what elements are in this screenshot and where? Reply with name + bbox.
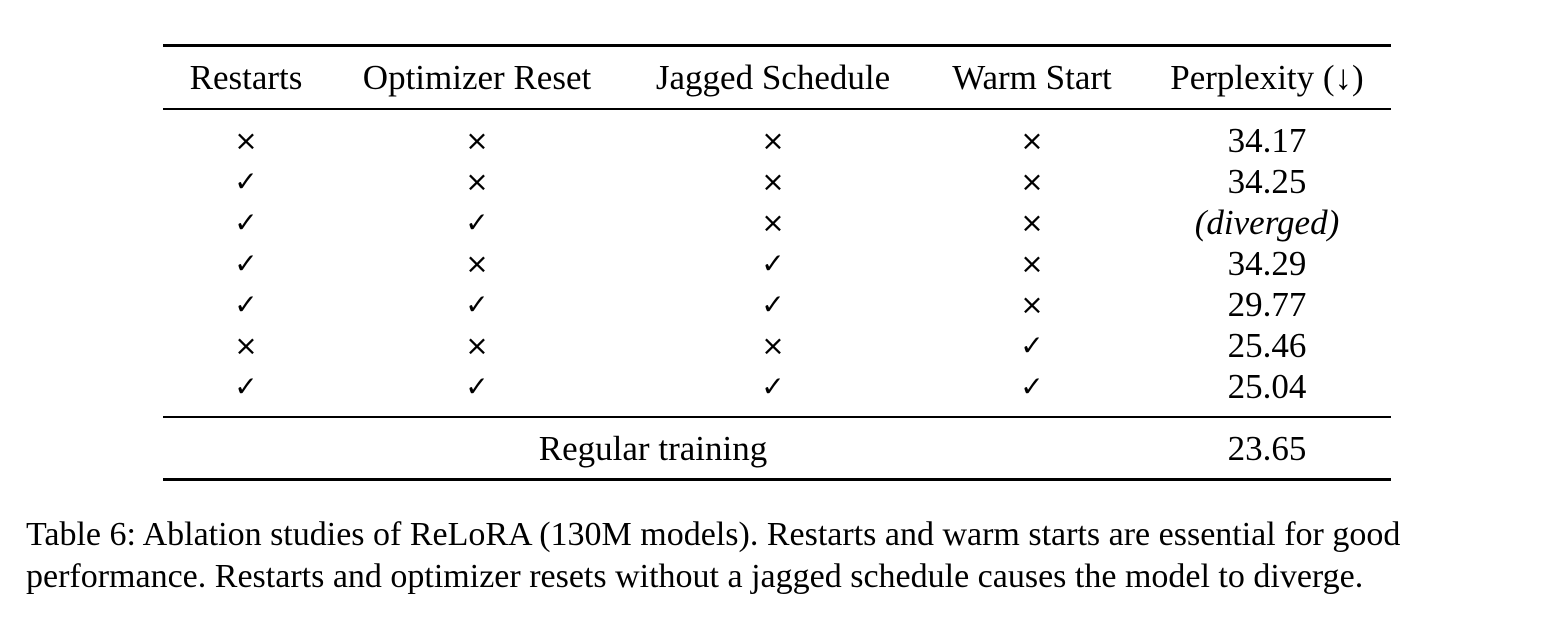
warm-start-cell: × bbox=[1020, 288, 1044, 321]
jagged-schedule-cell: ✓ bbox=[761, 288, 785, 321]
table-row: ✓ ✓ ✓ ✓ 25.04 bbox=[163, 366, 1391, 417]
regular-training-row: Regular training 23.65 bbox=[163, 417, 1391, 480]
jagged-schedule-cell: ✓ bbox=[761, 370, 785, 403]
optimizer-reset-cell: ✓ bbox=[465, 206, 489, 239]
warm-start-cell: × bbox=[1020, 124, 1044, 157]
table-row: ✓ × ✓ × 34.29 bbox=[163, 243, 1391, 284]
warm-start-cell: × bbox=[1020, 247, 1044, 280]
ablation-table: Restarts Optimizer Reset Jagged Schedule… bbox=[163, 44, 1391, 481]
header-jagged-schedule: Jagged Schedule bbox=[655, 58, 891, 97]
optimizer-reset-cell: × bbox=[465, 247, 489, 280]
header-perplexity: Perplexity (↓) bbox=[1170, 58, 1364, 97]
perplexity-cell: 25.04 bbox=[1227, 367, 1307, 406]
warm-start-cell: × bbox=[1020, 165, 1044, 198]
table-caption: Table 6: Ablation studies of ReLoRA (130… bbox=[26, 516, 1401, 595]
header-warm-start: Warm Start bbox=[952, 58, 1112, 97]
optimizer-reset-cell: × bbox=[465, 124, 489, 157]
table-row: ✓ × × × 34.25 bbox=[163, 161, 1391, 202]
jagged-schedule-cell: × bbox=[761, 124, 785, 157]
restarts-cell: ✓ bbox=[234, 206, 258, 239]
optimizer-reset-cell: × bbox=[465, 329, 489, 362]
table-row: × × × ✓ 25.46 bbox=[163, 325, 1391, 366]
optimizer-reset-cell: ✓ bbox=[465, 288, 489, 321]
perplexity-cell: 34.29 bbox=[1227, 244, 1307, 283]
jagged-schedule-cell: × bbox=[761, 329, 785, 362]
header-restarts: Restarts bbox=[189, 58, 303, 97]
jagged-schedule-cell: × bbox=[761, 206, 785, 239]
warm-start-cell: × bbox=[1020, 206, 1044, 239]
table-body: × × × × 34.17 ✓ × × × 34.25 ✓ ✓ × × (diverged) ✓ × ✓ × 34.2… bbox=[163, 109, 1391, 417]
restarts-cell: ✓ bbox=[234, 247, 258, 280]
perplexity-cell: 29.77 bbox=[1227, 285, 1307, 324]
table-header: Restarts Optimizer Reset Jagged Schedule… bbox=[163, 45, 1391, 110]
warm-start-cell: ✓ bbox=[1020, 329, 1044, 362]
jagged-schedule-cell: × bbox=[761, 165, 785, 198]
restarts-cell: × bbox=[234, 124, 258, 157]
restarts-cell: ✓ bbox=[234, 165, 258, 198]
jagged-schedule-cell: ✓ bbox=[761, 247, 785, 280]
regular-training-perplexity: 23.65 bbox=[1227, 428, 1307, 468]
ablation-table-container: Restarts Optimizer Reset Jagged Schedule… bbox=[163, 44, 1391, 481]
warm-start-cell: ✓ bbox=[1020, 370, 1044, 403]
header-optimizer-reset: Optimizer Reset bbox=[362, 58, 592, 97]
restarts-cell: ✓ bbox=[234, 288, 258, 321]
table-row: × × × × 34.17 bbox=[163, 109, 1391, 161]
optimizer-reset-cell: × bbox=[465, 165, 489, 198]
perplexity-cell: 34.25 bbox=[1227, 162, 1307, 201]
table-footer: Regular training 23.65 bbox=[163, 417, 1391, 480]
perplexity-cell: 34.17 bbox=[1227, 121, 1307, 160]
restarts-cell: × bbox=[234, 329, 258, 362]
perplexity-cell: (diverged) bbox=[1194, 203, 1340, 242]
perplexity-cell: 25.46 bbox=[1227, 326, 1307, 365]
table-row: ✓ ✓ ✓ × 29.77 bbox=[163, 284, 1391, 325]
regular-training-label: Regular training bbox=[538, 428, 768, 468]
optimizer-reset-cell: ✓ bbox=[465, 370, 489, 403]
restarts-cell: ✓ bbox=[234, 370, 258, 403]
header-row: Restarts Optimizer Reset Jagged Schedule… bbox=[163, 45, 1391, 110]
table-row: ✓ ✓ × × (diverged) bbox=[163, 202, 1391, 243]
